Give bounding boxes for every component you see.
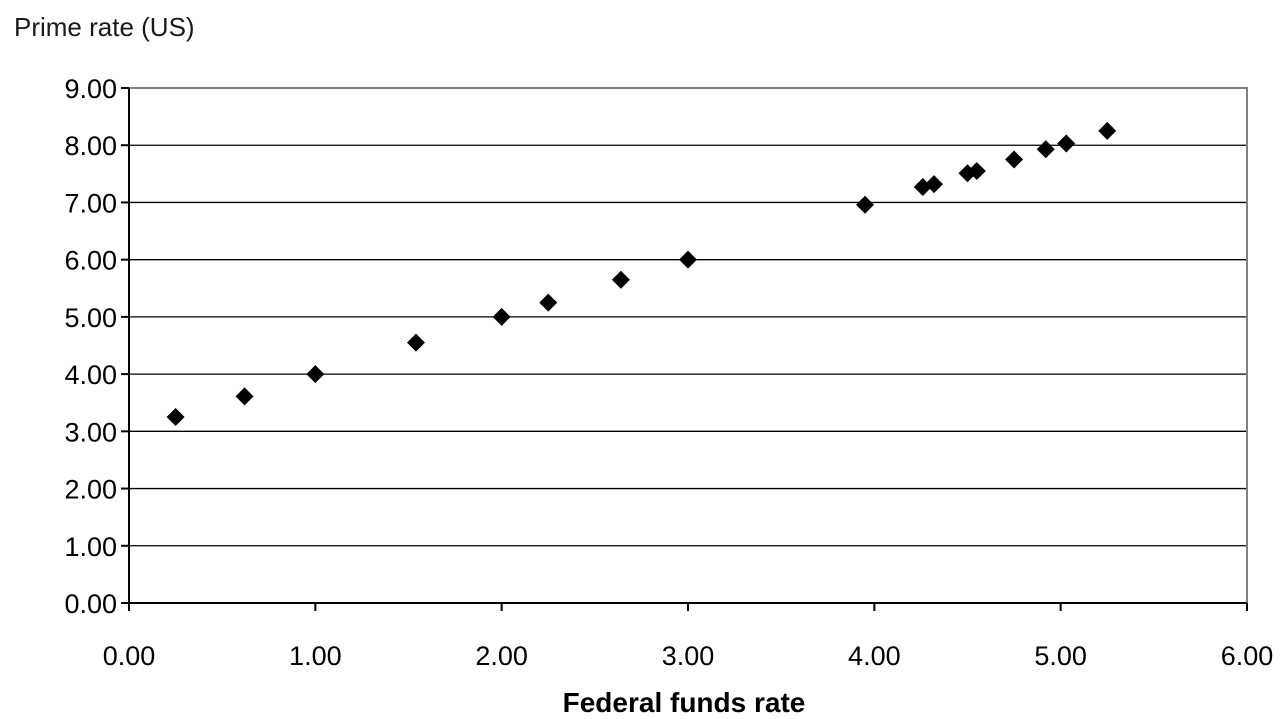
data-point-diamond [306,365,325,384]
x-tick-label: 3.00 [662,641,715,671]
y-tick-label: 4.00 [64,360,117,390]
x-tick-label: 0.00 [103,641,156,671]
y-axis-title: Prime rate (US) [14,12,195,42]
y-tick-label: 1.00 [64,532,117,562]
data-point-diamond [492,307,511,326]
plot-area-frame [128,87,1248,604]
y-tick-label: 2.00 [64,475,117,505]
data-point-diamond [166,408,185,427]
x-axis-title: Federal funds rate [563,687,806,718]
axes [121,87,1248,611]
data-point-diamond [856,195,875,214]
gridlines [129,144,1247,547]
data-point-diamond [679,250,697,269]
data-point-diamond [539,293,558,312]
x-tick-labels: 0.00 1.00 2.00 3.00 4.00 5.00 6.00 [103,641,1274,671]
x-tick-label: 4.00 [848,641,901,671]
y-tick-labels: 0.00 1.00 2.00 3.00 4.00 5.00 6.00 7.00 8.00 9.00 [64,74,117,619]
y-tick-label: 7.00 [64,188,117,218]
data-point-diamond [611,270,630,289]
x-tick-label: 5.00 [1034,641,1087,671]
y-tick-label: 0.00 [64,589,117,619]
data-point-diamond [1098,121,1117,140]
y-tick-label: 6.00 [64,246,117,276]
data-points [166,121,1117,427]
x-tick-label: 1.00 [289,641,342,671]
y-tick-label: 9.00 [64,74,117,104]
y-tick-label: 5.00 [64,303,117,333]
data-point-diamond [967,161,986,180]
data-point-diamond [235,387,254,406]
y-tick-label: 3.00 [64,417,117,447]
data-point-diamond [1057,134,1076,153]
y-tick-label: 8.00 [64,131,117,161]
x-tick-label: 6.00 [1221,641,1274,671]
data-point-diamond [1005,150,1024,169]
data-point-diamond [1036,140,1055,159]
data-point-diamond [924,175,943,194]
data-point-diamond [406,333,425,352]
x-tick-label: 2.00 [475,641,528,671]
